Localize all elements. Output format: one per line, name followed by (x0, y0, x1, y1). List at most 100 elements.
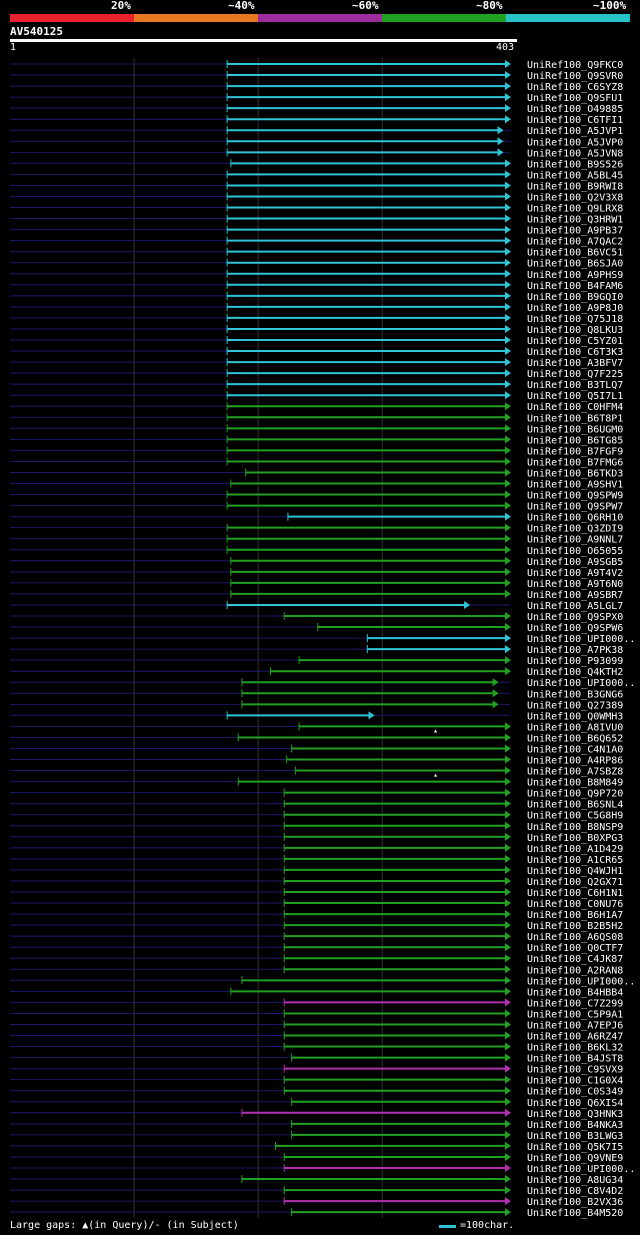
hit-label[interactable]: UniRef100_Q9SPX0 (527, 612, 623, 623)
hit-label[interactable]: UniRef100_B4M520 (527, 1208, 623, 1219)
hit-row[interactable]: UniRef100_A9NNL7 (10, 534, 623, 546)
hit-row[interactable]: UniRef100_B6SNL4 (10, 799, 623, 811)
hit-row[interactable]: UniRef100_A9SGB5 (10, 556, 623, 568)
hit-row[interactable]: UniRef100_A5JVN8 (10, 148, 623, 159)
hit-row[interactable]: UniRef100_B8NSP9 (10, 821, 623, 833)
hit-label[interactable]: UniRef100_C5YZ01 (527, 336, 623, 347)
hit-row[interactable]: UniRef100_B6VC51 (10, 247, 623, 259)
hit-label[interactable]: UniRef100_Q9P720 (527, 789, 623, 800)
hit-label[interactable]: UniRef100_C9SVX9 (527, 1065, 623, 1076)
hit-label[interactable]: UniRef100_C4N1A0 (527, 744, 623, 755)
hit-row[interactable]: UniRef100_B4M520 (10, 1208, 623, 1219)
hit-row[interactable]: UniRef100_A9T4V2 (10, 567, 623, 579)
hit-label[interactable]: UniRef100_C6TFI1 (527, 115, 623, 126)
hit-label[interactable]: UniRef100_C6H1N1 (527, 888, 623, 899)
hit-row[interactable]: UniRef100_A7SBZ8 (10, 766, 623, 778)
hit-label[interactable]: UniRef100_O49885 (527, 104, 623, 115)
hit-label[interactable]: UniRef100_Q4WJH1 (527, 866, 623, 877)
hit-label[interactable]: UniRef100_B6UGM0 (527, 424, 623, 435)
hit-label[interactable]: UniRef100_C0S349 (527, 1087, 623, 1098)
hit-label[interactable]: UniRef100_Q2GX71 (527, 877, 623, 888)
hit-label[interactable]: UniRef100_Q9SPW9 (527, 491, 623, 502)
hit-label[interactable]: UniRef100_A7EPJ6 (527, 1020, 623, 1031)
hit-row[interactable]: UniRef100_B3GNG6 (10, 689, 623, 700)
hit-row[interactable]: UniRef100_Q3ZDI9 (10, 523, 623, 535)
hit-row[interactable]: UniRef100_A7PK38 (10, 645, 623, 656)
hit-label[interactable]: UniRef100_C5P9A1 (527, 1009, 623, 1020)
hit-label[interactable]: UniRef100_Q3ZDI9 (527, 524, 623, 535)
hit-label[interactable]: UniRef100_A9PHS9 (527, 270, 623, 281)
hit-row[interactable]: UniRef100_UPI000.. (10, 1164, 635, 1175)
hit-label[interactable]: UniRef100_A4RP86 (527, 756, 623, 767)
hit-row[interactable]: UniRef100_B6Q652 (10, 729, 623, 744)
hit-label[interactable]: UniRef100_A9P8J0 (527, 303, 623, 314)
hit-row[interactable]: UniRef100_B4NKA3 (10, 1119, 623, 1131)
hit-label[interactable]: UniRef100_A9SBR7 (527, 590, 623, 601)
hit-label[interactable]: UniRef100_A9SHV1 (527, 480, 623, 491)
hit-label[interactable]: UniRef100_Q5I7L1 (527, 391, 623, 402)
hit-label[interactable]: UniRef100_B9S526 (527, 159, 623, 170)
hit-row[interactable]: UniRef100_B6T8P1 (10, 413, 623, 424)
hit-label[interactable]: UniRef100_Q9SPW7 (527, 502, 623, 513)
hit-row[interactable]: UniRef100_B6UGM0 (10, 424, 623, 435)
hit-row[interactable]: UniRef100_C0HFM4 (10, 402, 623, 413)
hit-label[interactable]: UniRef100_B9RWI8 (527, 181, 623, 192)
hit-label[interactable]: UniRef100_A1D429 (527, 844, 623, 855)
hit-row[interactable]: UniRef100_A8IVU0 (10, 722, 623, 733)
hit-label[interactable]: UniRef100_A3BFV7 (527, 358, 623, 369)
hit-label[interactable]: UniRef100_UPI000.. (527, 678, 635, 689)
hit-label[interactable]: UniRef100_A6RZ47 (527, 1032, 623, 1043)
hit-label[interactable]: UniRef100_B6H1A7 (527, 910, 623, 921)
hit-label[interactable]: UniRef100_B6TKD3 (527, 468, 623, 479)
hit-row[interactable]: UniRef100_B6SJA0 (10, 258, 623, 270)
hit-row[interactable]: UniRef100_Q9VNE9 (10, 1152, 623, 1164)
hit-label[interactable]: UniRef100_Q2V3X8 (527, 192, 623, 203)
hit-label[interactable]: UniRef100_C0NU76 (527, 899, 623, 910)
hit-label[interactable]: UniRef100_B3GNG6 (527, 689, 623, 700)
hit-row[interactable]: UniRef100_A2RAN8 (10, 965, 623, 976)
hit-row[interactable]: UniRef100_UPI000.. (10, 678, 635, 689)
hit-label[interactable]: UniRef100_A5JVN8 (527, 148, 623, 159)
hit-label[interactable]: UniRef100_Q5K7I5 (527, 1142, 623, 1153)
hit-row[interactable]: UniRef100_Q9SFU1 (10, 93, 623, 104)
hit-label[interactable]: UniRef100_C5G8H9 (527, 811, 623, 822)
hit-row[interactable]: UniRef100_C8V4D2 (10, 1186, 623, 1197)
hit-row[interactable]: UniRef100_A9SBR7 (10, 589, 623, 601)
hit-label[interactable]: UniRef100_A5BL45 (527, 170, 623, 181)
hit-label[interactable]: UniRef100_A8IVU0 (527, 722, 623, 733)
hit-label[interactable]: UniRef100_B6VC51 (527, 248, 623, 259)
hit-row[interactable]: UniRef100_A3BFV7 (10, 358, 623, 369)
hit-row[interactable]: UniRef100_P93099 (10, 656, 623, 667)
hit-label[interactable]: UniRef100_B6Q652 (527, 733, 623, 744)
hit-label[interactable]: UniRef100_B2B5H2 (527, 921, 623, 932)
hit-label[interactable]: UniRef100_Q3HNK3 (527, 1109, 623, 1120)
hit-label[interactable]: UniRef100_Q7F225 (527, 369, 623, 380)
hit-row[interactable]: UniRef100_C6T3K3 (10, 347, 623, 358)
hit-label[interactable]: UniRef100_A7SBZ8 (527, 767, 623, 778)
hit-label[interactable]: UniRef100_Q9VNE9 (527, 1153, 623, 1164)
hit-row[interactable]: UniRef100_B4JST8 (10, 1053, 623, 1065)
hit-row[interactable]: UniRef100_B7FGF9 (10, 446, 623, 457)
hit-label[interactable]: UniRef100_Q9FKC0 (527, 60, 623, 71)
hit-row[interactable]: UniRef100_Q4KTH2 (10, 667, 623, 678)
hit-row[interactable]: UniRef100_Q3HRW1 (10, 214, 623, 226)
hit-label[interactable]: UniRef100_C8V4D2 (527, 1186, 623, 1197)
hit-row[interactable]: UniRef100_O65055 (10, 545, 623, 557)
hit-label[interactable]: UniRef100_UPI000.. (527, 1164, 635, 1175)
hit-row[interactable]: UniRef100_B2VX36 (10, 1197, 623, 1208)
hit-row[interactable]: UniRef100_O49885 (10, 104, 623, 115)
hit-row[interactable]: UniRef100_C4JK87 (10, 954, 623, 965)
hit-row[interactable]: UniRef100_Q7F225 (10, 369, 623, 380)
hit-row[interactable]: UniRef100_B3TLQ7 (10, 380, 623, 391)
hit-label[interactable]: UniRef100_Q6RH10 (527, 513, 623, 524)
hit-row[interactable]: UniRef100_B4HBB4 (10, 987, 623, 998)
hit-label[interactable]: UniRef100_UPI000.. (527, 634, 635, 645)
hit-row[interactable]: UniRef100_Q6RH10 (10, 512, 623, 524)
hit-row[interactable]: UniRef100_Q5K7I5 (10, 1141, 623, 1153)
hit-row[interactable]: UniRef100_A5LGL7 (10, 600, 623, 612)
hit-label[interactable]: UniRef100_B9GQI0 (527, 292, 623, 303)
hit-label[interactable]: UniRef100_Q0CTF7 (527, 943, 623, 954)
hit-label[interactable]: UniRef100_B4HBB4 (527, 987, 623, 998)
hit-label[interactable]: UniRef100_B0XPG3 (527, 833, 623, 844)
hit-label[interactable]: UniRef100_A9NNL7 (527, 535, 623, 546)
